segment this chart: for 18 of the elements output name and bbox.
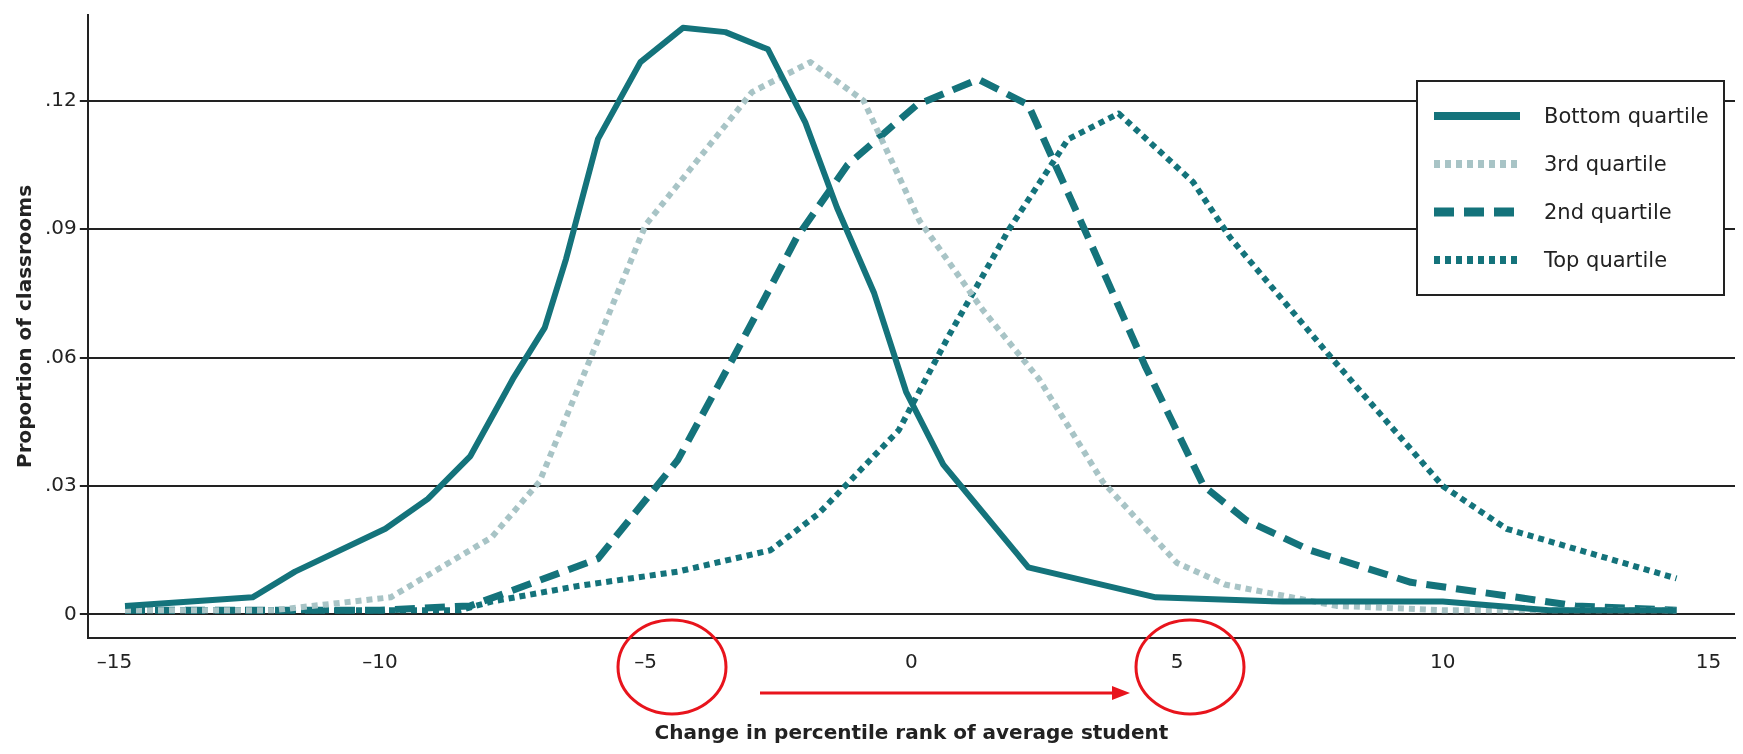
legend-label: Bottom quartile <box>1544 104 1709 128</box>
y-axis-title: Proportion of classrooms <box>12 184 37 469</box>
x-tick-label: –5 <box>634 649 658 674</box>
legend-label: Top quartile <box>1544 248 1668 272</box>
legend-label: 2nd quartile <box>1544 200 1672 224</box>
y-tick-label: .03 <box>44 472 77 497</box>
x-tick-label: 0 <box>905 649 918 674</box>
x-tick-label: 15 <box>1695 649 1722 674</box>
x-tick-label: 5 <box>1170 649 1184 674</box>
x-tick-label: 10 <box>1430 649 1456 674</box>
y-tick-label: .12 <box>44 86 77 111</box>
y-tick-label: .09 <box>44 215 77 240</box>
x-tick-label: –10 <box>362 649 398 674</box>
legend-label: 3rd quartile <box>1544 152 1667 176</box>
x-tick-label: –15 <box>96 649 133 674</box>
x-axis-title: Change in percentile rank of average student <box>654 720 1169 745</box>
y-tick-label: .06 <box>44 343 77 368</box>
y-tick-label: 0 <box>64 600 77 625</box>
